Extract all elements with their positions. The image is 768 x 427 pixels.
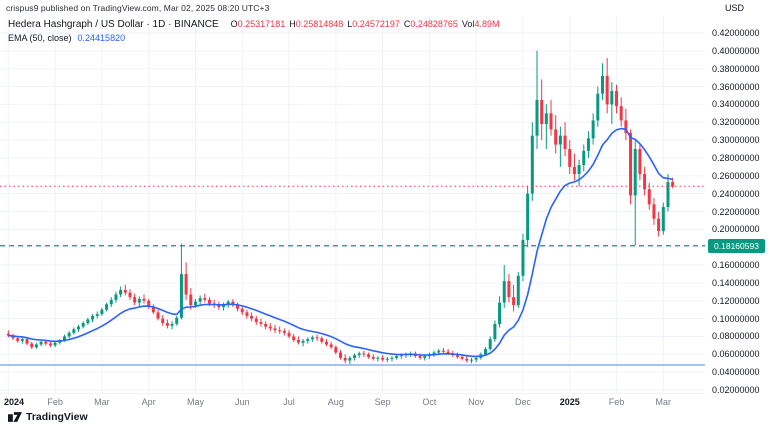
time-tick: Apr <box>141 397 156 407</box>
ohlc-value: 0.24572197 <box>352 19 400 29</box>
time-tick: Feb <box>47 397 63 407</box>
symbol-title[interactable]: Hedera Hashgraph / US Dollar · 1D · BINA… <box>8 19 219 30</box>
ema-label[interactable]: EMA (50, close) <box>8 33 72 43</box>
ohlc-values: O0.25317181 H0.25814848 L0.24572197 C0.2482… <box>227 19 500 30</box>
time-axis[interactable]: 2024 Feb Mar Apr May Jun Jul Aug Sep Oct Nov Dec 202… <box>0 393 705 411</box>
price-tick: 0.42000000 <box>712 28 760 38</box>
price-tick: 0.28000000 <box>712 152 760 163</box>
price-tick: 0.20000000 <box>712 224 760 235</box>
price-tick: 0.04000000 <box>712 367 760 378</box>
time-tick: Sep <box>374 397 391 407</box>
price-tick: 0.26000000 <box>712 170 760 181</box>
publish-bar: crispus9 published on TradingView.com, M… <box>0 0 768 16</box>
price-tick: 0.02000000 <box>712 385 760 395</box>
price-tick: 0.10000000 <box>712 313 760 324</box>
price-tick: 0.30000000 <box>712 135 760 146</box>
ohlc-label: C <box>403 19 411 29</box>
ema-value: 0.24415820 <box>77 33 126 43</box>
price-tick: 0.38000000 <box>712 63 760 74</box>
price-tick: 0.12000000 <box>712 295 760 306</box>
price-tick: 0.32000000 <box>712 117 760 128</box>
time-tick: Jun <box>234 397 250 407</box>
time-tick: Jul <box>283 397 295 407</box>
tradingview-logo[interactable]: TradingView <box>8 409 88 425</box>
candlestick-chart[interactable] <box>0 16 705 393</box>
ohlc-value: 0.25814848 <box>295 19 344 29</box>
ohlc-label: L <box>347 19 353 29</box>
time-tick: Nov <box>468 397 485 407</box>
price-tick: 0.16000000 <box>712 260 760 271</box>
ema-indicator-row: EMA (50, close) 0.24415820 <box>8 33 499 43</box>
ohlc-label: H <box>289 19 296 29</box>
time-tick: Oct <box>422 397 437 407</box>
time-tick: Feb <box>608 397 625 407</box>
ohlc-label: O <box>230 19 238 29</box>
time-tick: Dec <box>514 397 531 407</box>
tradingview-logo-icon <box>8 412 22 422</box>
price-tick: 0.14000000 <box>712 277 760 288</box>
ohlc-value: 0.25317181 <box>237 19 286 29</box>
price-tick: 0.22000000 <box>712 206 760 217</box>
tradingview-logo-text: TradingView <box>26 411 88 423</box>
ohlc-value: 4.89M <box>474 19 500 29</box>
time-tick: 2025 <box>559 397 580 407</box>
price-axis[interactable]: 0.18160593 0.42000000 0.40000000 0.3800000… <box>705 16 768 395</box>
symbol-row: Hedera Hashgraph / US Dollar · 1D · BINA… <box>8 19 499 30</box>
price-level-badge: 0.18160593 <box>708 238 765 253</box>
time-tick: Aug <box>327 397 344 407</box>
price-tick: 0.06000000 <box>712 349 760 360</box>
price-tick: 0.40000000 <box>712 45 760 56</box>
time-tick: Mar <box>94 397 110 407</box>
time-tick: Mar <box>655 397 672 407</box>
ohlc-label: Vol <box>461 19 475 29</box>
price-tick: 0.34000000 <box>712 99 760 110</box>
price-tick: 0.36000000 <box>712 81 760 92</box>
price-tick: 0.24000000 <box>712 188 760 199</box>
grid-lines <box>0 16 705 393</box>
time-tick: 2024 <box>3 397 25 407</box>
price-level-badge-value: 0.18160593 <box>714 240 759 251</box>
ema-line[interactable] <box>8 127 673 358</box>
price-tick: 0.08000000 <box>712 331 760 342</box>
ohlc-value: 0.24828765 <box>410 19 458 29</box>
chart-legend: Hedera Hashgraph / US Dollar · 1D · BINA… <box>8 19 499 43</box>
axis-currency-label[interactable]: USD <box>724 3 744 13</box>
chart-area[interactable]: Hedera Hashgraph / US Dollar · 1D · BINA… <box>0 16 768 427</box>
candles <box>6 50 675 365</box>
time-tick: May <box>186 397 204 407</box>
publish-attribution[interactable]: crispus9 published on TradingView.com, M… <box>6 3 270 13</box>
